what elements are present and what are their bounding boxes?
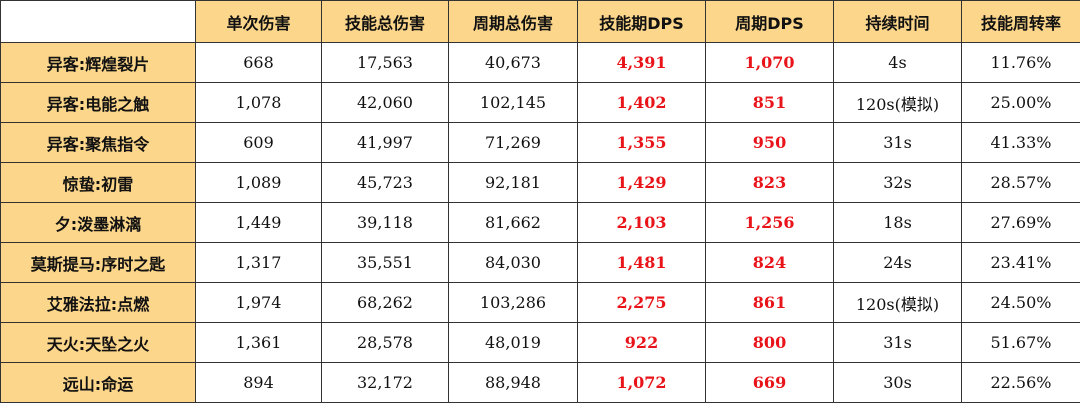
table-cell: 92,181 <box>449 163 578 203</box>
table-cell: 41,997 <box>322 123 449 163</box>
table-cell: 922 <box>578 323 706 363</box>
table-cell: 28.57% <box>962 163 1080 203</box>
header-cell: 技能总伤害 <box>322 1 449 43</box>
table-cell: 32,172 <box>322 363 449 403</box>
table-cell: 24.50% <box>962 283 1080 323</box>
table-cell: 17,563 <box>322 43 449 83</box>
table-cell: 1,974 <box>196 283 322 323</box>
table-cell: 1,429 <box>578 163 706 203</box>
row-label: 莫斯提马:序时之匙 <box>1 243 196 283</box>
table-cell: 1,355 <box>578 123 706 163</box>
table-cell: 1,256 <box>706 203 834 243</box>
table-cell: 4,391 <box>578 43 706 83</box>
table-cell: 28,578 <box>322 323 449 363</box>
row-label: 惊蛰:初雷 <box>1 163 196 203</box>
row-label: 夕:泼墨淋漓 <box>1 203 196 243</box>
table-cell: 81,662 <box>449 203 578 243</box>
table-cell: 84,030 <box>449 243 578 283</box>
table-cell: 1,078 <box>196 83 322 123</box>
table-cell: 24s <box>834 243 962 283</box>
table-cell: 23.41% <box>962 243 1080 283</box>
row-label: 异客:辉煌裂片 <box>1 43 196 83</box>
table-cell: 2,275 <box>578 283 706 323</box>
table-cell: 35,551 <box>322 243 449 283</box>
table-cell: 88,948 <box>449 363 578 403</box>
table-cell: 1,481 <box>578 243 706 283</box>
table-cell: 18s <box>834 203 962 243</box>
header-cell: 周期总伤害 <box>449 1 578 43</box>
header-cell: 技能周转率 <box>962 1 1080 43</box>
table-cell: 25.00% <box>962 83 1080 123</box>
table-cell: 824 <box>706 243 834 283</box>
table-cell: 668 <box>196 43 322 83</box>
table-cell: 68,262 <box>322 283 449 323</box>
table-cell: 1,089 <box>196 163 322 203</box>
table-cell: 120s(模拟) <box>834 83 962 123</box>
table-cell: 669 <box>706 363 834 403</box>
header-cell: 持续时间 <box>834 1 962 43</box>
table-cell: 39,118 <box>322 203 449 243</box>
row-label: 异客:聚焦指令 <box>1 123 196 163</box>
corner-cell <box>1 1 196 43</box>
table-cell: 40,673 <box>449 43 578 83</box>
table-cell: 894 <box>196 363 322 403</box>
table-cell: 31s <box>834 323 962 363</box>
table-cell: 861 <box>706 283 834 323</box>
row-label: 异客:电能之触 <box>1 83 196 123</box>
header-cell: 单次伤害 <box>196 1 322 43</box>
table-cell: 609 <box>196 123 322 163</box>
table-cell: 1,317 <box>196 243 322 283</box>
table-cell: 1,402 <box>578 83 706 123</box>
table-cell: 30s <box>834 363 962 403</box>
table-cell: 71,269 <box>449 123 578 163</box>
table-cell: 22.56% <box>962 363 1080 403</box>
row-label: 远山:命运 <box>1 363 196 403</box>
table-cell: 103,286 <box>449 283 578 323</box>
table-cell: 1,070 <box>706 43 834 83</box>
table-cell: 823 <box>706 163 834 203</box>
row-label: 天火:天坠之火 <box>1 323 196 363</box>
table-cell: 41.33% <box>962 123 1080 163</box>
table-cell: 11.76% <box>962 43 1080 83</box>
table-cell: 31s <box>834 123 962 163</box>
table-cell: 1,449 <box>196 203 322 243</box>
row-label: 艾雅法拉:点燃 <box>1 283 196 323</box>
table-cell: 1,072 <box>578 363 706 403</box>
table-cell: 102,145 <box>449 83 578 123</box>
header-cell: 技能期DPS <box>578 1 706 43</box>
table-cell: 4s <box>834 43 962 83</box>
table-cell: 42,060 <box>322 83 449 123</box>
table-cell: 851 <box>706 83 834 123</box>
table-cell: 48,019 <box>449 323 578 363</box>
table-cell: 800 <box>706 323 834 363</box>
table-cell: 45,723 <box>322 163 449 203</box>
header-cell: 周期DPS <box>706 1 834 43</box>
table-cell: 950 <box>706 123 834 163</box>
table-cell: 2,103 <box>578 203 706 243</box>
table-cell: 51.67% <box>962 323 1080 363</box>
table-cell: 120s(模拟) <box>834 283 962 323</box>
table-cell: 1,361 <box>196 323 322 363</box>
table-cell: 27.69% <box>962 203 1080 243</box>
table-cell: 32s <box>834 163 962 203</box>
